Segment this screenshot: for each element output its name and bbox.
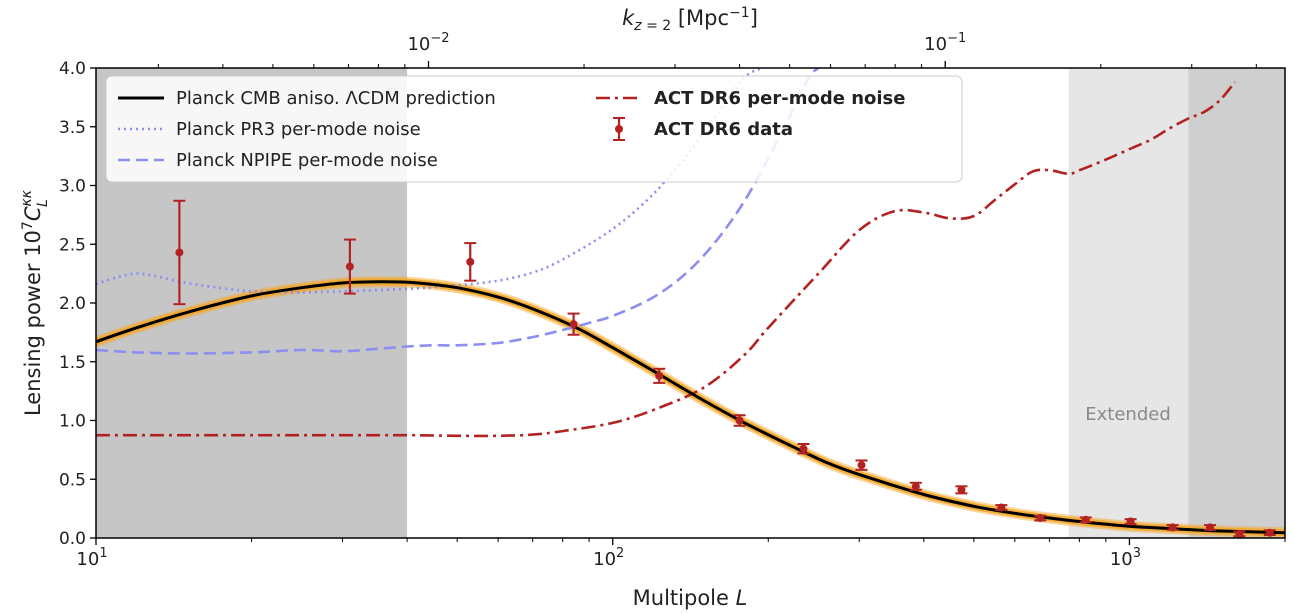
- shaded-region-1: [1068, 68, 1189, 538]
- data-marker: [1036, 514, 1045, 523]
- legend-swatch-data-marker: [615, 125, 623, 133]
- top-x-axis-label: kz = 2 [Mpc−1]: [622, 5, 758, 34]
- series-line-0: [96, 280, 1285, 535]
- data-marker: [655, 371, 664, 380]
- data-point-1: [343, 238, 356, 295]
- data-point-4: [653, 367, 666, 384]
- data-marker: [997, 503, 1006, 512]
- legend-box: [105, 75, 963, 183]
- y-tick-label: 1.0: [59, 412, 86, 432]
- data-point-13: [1124, 517, 1137, 526]
- shaded-region-2: [1188, 68, 1285, 538]
- top-tick-label: 10−1: [924, 31, 966, 55]
- y-axis-label: Lensing power 107CκκL: [19, 189, 51, 416]
- data-marker: [1126, 517, 1135, 526]
- data-marker: [911, 482, 920, 491]
- data-point-2: [464, 242, 477, 282]
- series-lines: [96, 68, 1285, 535]
- y-tick-label: 2.5: [59, 235, 86, 255]
- data-point-16: [1233, 529, 1246, 538]
- data-point-15: [1204, 523, 1217, 532]
- extended-annotation: Extended: [1085, 404, 1171, 425]
- data-marker: [857, 461, 866, 470]
- data-marker: [735, 416, 744, 425]
- top-x-axis: 10−2 10−1: [157, 31, 1257, 68]
- y-axis: 0.0 0.5 1.0 1.5 2.0 2.5 3.0 3.5 4.0: [59, 59, 96, 549]
- series-line-1: [96, 68, 764, 294]
- x-axis-label: Multipole L: [633, 586, 748, 610]
- x-axis-label-prefix: Multipole: [633, 586, 736, 610]
- x-tick-label: 102: [593, 546, 624, 570]
- data-point-8: [909, 481, 922, 491]
- data-marker: [1081, 515, 1090, 524]
- legend-label-2: Planck NPIPE per-mode noise: [176, 150, 438, 171]
- data-point-10: [995, 503, 1008, 512]
- data-marker: [1206, 523, 1215, 532]
- legend-label-1: Planck PR3 per-mode noise: [176, 119, 421, 140]
- data-point-12: [1079, 515, 1092, 524]
- x-tick-label: 103: [1110, 546, 1141, 570]
- series-line-3: [96, 81, 1236, 438]
- y-tick-label: 3.0: [59, 177, 86, 197]
- x-axis: 101 102 103: [76, 538, 1286, 570]
- y-tick-label: 1.5: [59, 353, 86, 373]
- data-point-6: [797, 443, 810, 455]
- y-tick-label: 4.0: [59, 59, 86, 79]
- y-tick-label: 0.5: [59, 470, 86, 490]
- legend-label-0: Planck CMB aniso. ΛCDM prediction: [176, 88, 496, 109]
- data-point-7: [855, 459, 868, 471]
- act-data-points: [173, 199, 1276, 538]
- series-line-2: [96, 68, 820, 355]
- data-point-5: [733, 414, 746, 427]
- data-point-9: [955, 485, 968, 495]
- data-point-17: [1263, 528, 1276, 537]
- y-tick-label: 3.5: [59, 118, 86, 138]
- data-marker: [1168, 523, 1177, 532]
- data-marker: [957, 485, 966, 494]
- data-marker: [466, 257, 475, 266]
- data-point-0: [173, 199, 186, 306]
- x-tick-label: 101: [76, 546, 107, 570]
- y-tick-label: 0.0: [59, 529, 86, 549]
- data-point-11: [1034, 514, 1047, 523]
- x-axis-label-var: L: [736, 586, 748, 610]
- data-marker: [799, 444, 808, 453]
- data-marker: [345, 262, 354, 271]
- y-tick-label: 2.0: [59, 294, 86, 314]
- data-marker: [1265, 528, 1274, 537]
- top-tick-label: 10−2: [407, 31, 449, 55]
- data-point-14: [1166, 523, 1179, 532]
- legend: Planck CMB aniso. ΛCDM prediction Planck …: [105, 75, 963, 183]
- data-point-3: [567, 312, 580, 336]
- data-marker: [1235, 529, 1244, 538]
- legend-label-data: ACT DR6 data: [654, 119, 793, 140]
- legend-label-3: ACT DR6 per-mode noise: [654, 88, 905, 109]
- data-marker: [569, 320, 578, 329]
- data-marker: [175, 248, 184, 257]
